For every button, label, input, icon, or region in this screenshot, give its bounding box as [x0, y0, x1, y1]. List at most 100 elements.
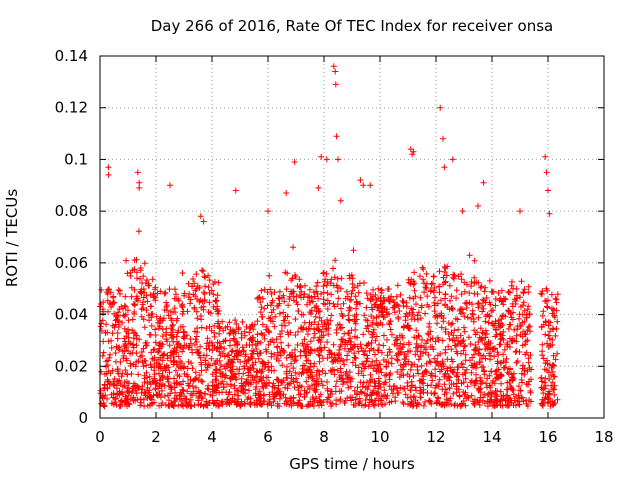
data-point — [480, 352, 487, 359]
data-point — [181, 335, 188, 342]
data-point — [504, 340, 511, 346]
data-point — [220, 384, 227, 390]
data-point — [323, 282, 330, 289]
data-point — [543, 169, 550, 176]
data-point — [446, 282, 453, 289]
data-point — [286, 320, 292, 326]
data-point — [402, 356, 409, 363]
data-point — [392, 394, 399, 401]
data-point — [349, 281, 356, 287]
data-point — [554, 318, 561, 325]
data-point — [319, 367, 326, 374]
data-point — [446, 377, 453, 384]
data-point — [99, 317, 106, 324]
data-point — [148, 303, 155, 310]
data-point — [310, 403, 317, 409]
data-point — [325, 394, 331, 401]
data-point — [206, 277, 213, 284]
data-point — [249, 355, 256, 362]
data-point — [420, 266, 427, 273]
data-point — [370, 401, 377, 408]
data-point — [168, 402, 175, 408]
data-point — [257, 309, 264, 316]
data-point — [545, 187, 551, 194]
data-point — [341, 345, 348, 352]
data-point — [387, 370, 394, 377]
data-point — [476, 334, 483, 341]
data-point — [440, 135, 446, 142]
data-point — [360, 182, 367, 189]
data-point — [369, 319, 376, 326]
data-point — [507, 395, 514, 402]
data-point — [432, 373, 439, 380]
data-point — [427, 344, 434, 350]
data-point — [489, 289, 496, 295]
data-point — [402, 391, 409, 398]
data-point — [411, 316, 418, 323]
data-point — [349, 394, 356, 401]
data-point — [138, 313, 145, 320]
data-point — [470, 318, 477, 325]
data-point — [104, 378, 111, 385]
data-point — [148, 322, 155, 329]
data-point — [486, 277, 493, 284]
data-point — [538, 290, 544, 297]
data-point — [204, 335, 211, 342]
data-point — [115, 287, 122, 293]
data-point — [288, 360, 295, 367]
data-point — [451, 338, 458, 344]
data-point — [383, 306, 390, 313]
data-point — [201, 290, 208, 297]
data-point — [194, 296, 200, 302]
data-point — [192, 336, 199, 343]
data-point — [159, 333, 166, 340]
data-point — [104, 395, 110, 402]
data-point — [116, 390, 123, 397]
data-point — [455, 326, 462, 333]
data-point — [389, 331, 395, 338]
data-point — [304, 301, 310, 308]
data-point — [437, 350, 444, 357]
y-tick-label: 0.14 — [55, 47, 88, 65]
data-point — [412, 344, 419, 351]
data-point — [380, 332, 387, 339]
data-point — [141, 357, 148, 364]
data-point — [149, 355, 156, 362]
data-point — [293, 293, 300, 300]
data-point — [219, 350, 226, 357]
data-point — [355, 348, 362, 355]
data-point — [341, 361, 348, 368]
data-point — [475, 203, 481, 209]
data-point — [129, 316, 136, 323]
data-point — [449, 156, 456, 163]
data-point — [466, 290, 473, 296]
data-point — [241, 328, 248, 335]
data-point — [492, 318, 499, 325]
data-point — [478, 283, 485, 290]
data-point — [171, 359, 177, 366]
data-point — [334, 301, 341, 308]
data-point — [259, 360, 266, 367]
data-point — [280, 317, 287, 324]
data-point — [216, 389, 223, 396]
data-point — [422, 310, 429, 317]
data-point — [288, 402, 295, 409]
data-point — [318, 402, 325, 409]
data-point — [147, 291, 154, 298]
data-point — [211, 329, 218, 336]
y-tick-label: 0 — [78, 409, 88, 427]
data-point — [549, 310, 556, 317]
data-point — [330, 63, 337, 70]
data-point — [441, 269, 448, 275]
data-point — [312, 389, 319, 395]
data-point — [177, 364, 184, 371]
data-point — [473, 364, 480, 371]
data-point — [453, 342, 459, 349]
data-point — [431, 390, 437, 397]
data-point — [316, 371, 323, 378]
data-point — [223, 389, 230, 396]
data-point — [552, 295, 559, 302]
data-point — [226, 319, 233, 326]
data-point — [174, 315, 181, 322]
data-point — [467, 341, 474, 347]
